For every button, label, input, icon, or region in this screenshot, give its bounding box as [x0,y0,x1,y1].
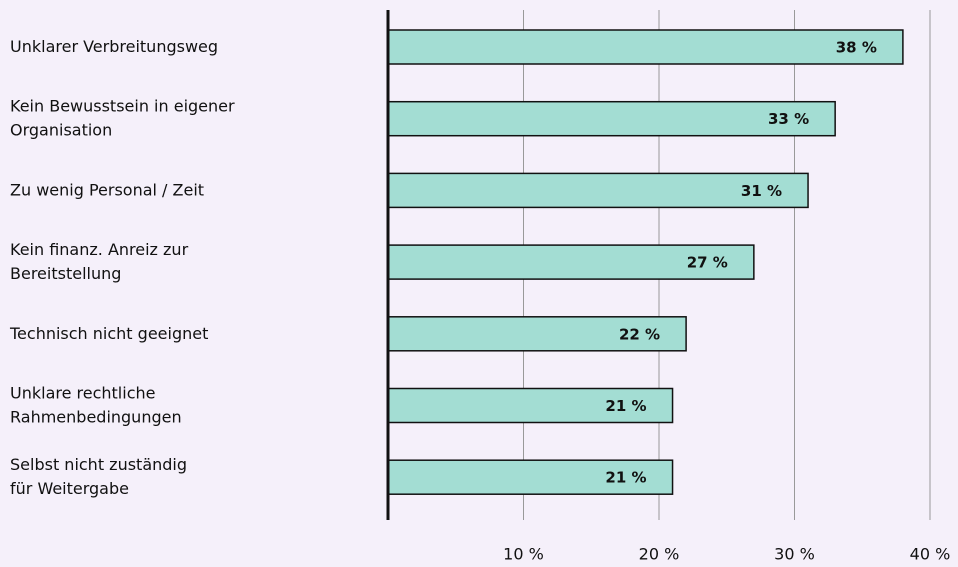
value-label: 21 % [605,469,646,487]
category-label-line: Organisation [10,120,112,139]
category-label-line: Unklare rechtliche [10,383,155,402]
category-label: Kein Bewusstsein in eigener Organisation [10,96,235,139]
category-label-line: Rahmenbedingungen [10,407,182,426]
x-tick-label: 40 % [910,545,951,564]
value-label: 31 % [741,182,782,200]
category-label-line: Technisch nicht geeignet [9,323,208,342]
category-label-line: Unklarer Verbreitungsweg [10,37,218,56]
category-label: Unklarer Verbreitungsweg [10,37,218,56]
value-label: 22 % [619,325,660,343]
value-label: 33 % [768,110,809,128]
x-tick-label: 10 % [503,545,544,564]
x-tick-label: 30 % [774,545,815,564]
value-label: 21 % [605,397,646,415]
bar [387,172,809,209]
category-label: Technisch nicht geeignet [9,323,208,342]
category-label-line: Kein Bewusstsein in eigener [10,96,235,115]
bar [387,100,836,137]
category-label-line: für Weitergabe [10,479,129,498]
value-label: 38 % [836,39,877,57]
category-label: Zu wenig Personal / Zeit [10,180,204,199]
x-tick-label: 20 % [639,545,680,564]
category-label-line: Zu wenig Personal / Zeit [10,180,204,199]
category-label: Unklare rechtliche Rahmenbedingungen [10,383,182,426]
category-label: Kein finanz. Anreiz zur Bereitstellung [10,240,189,283]
category-label-line: Selbst nicht zuständig [10,455,187,474]
category-label: Selbst nicht zuständig für Weitergabe [10,455,187,498]
bar [387,244,755,280]
category-label-line: Bereitstellung [10,264,121,283]
bar [387,29,904,65]
value-label: 27 % [687,254,728,272]
category-label-line: Kein finanz. Anreiz zur [10,240,189,259]
